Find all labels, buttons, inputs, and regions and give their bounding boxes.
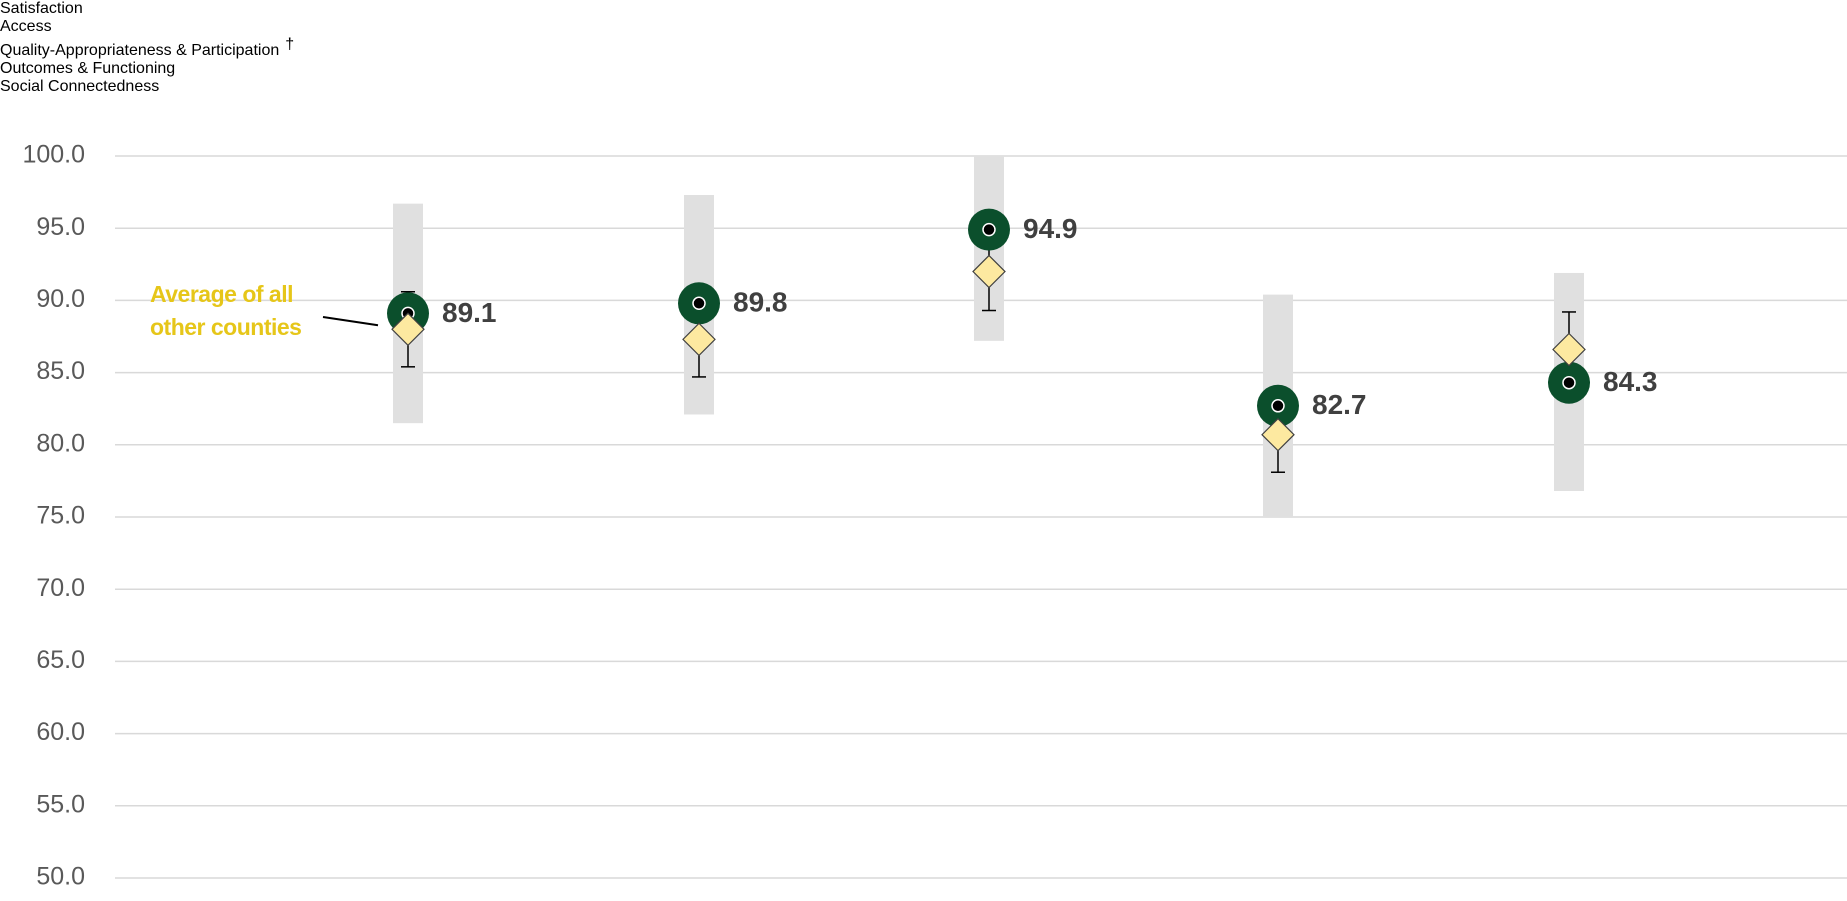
page: 50.0 55.0 60.0 65.0 70.0 75.0 80.0 85.0 90.0 95.0…: [0, 0, 1847, 901]
chart: 50.0 55.0 60.0 65.0 70.0 75.0 80.0 85.0 90.0 95.0…: [0, 0, 1847, 901]
data-label: 89.8: [733, 287, 788, 318]
data-label: 89.1: [442, 297, 497, 328]
y-tick-label: 75.0: [36, 502, 85, 530]
y-tick-label: 70.0: [36, 574, 85, 602]
y-tick-label: 55.0: [36, 790, 85, 818]
annotation: Average of all other counties: [150, 278, 320, 344]
y-tick-label: 90.0: [36, 285, 85, 313]
county-center: [983, 224, 995, 236]
data-label: 94.9: [1023, 213, 1078, 244]
county-center: [693, 297, 705, 309]
data-label: 84.3: [1603, 366, 1658, 397]
y-tick-label: 85.0: [36, 357, 85, 385]
y-tick-label: 95.0: [36, 213, 85, 241]
y-tick-label: 100.0: [22, 141, 85, 169]
county-center: [1563, 377, 1575, 389]
county-center: [1272, 400, 1284, 412]
data-label: 82.7: [1312, 389, 1367, 420]
y-tick-label: 80.0: [36, 429, 85, 457]
y-tick-label: 60.0: [36, 718, 85, 746]
y-tick-label: 65.0: [36, 646, 85, 674]
annotation-leader: [323, 317, 378, 325]
y-tick-label: 50.0: [36, 863, 85, 891]
